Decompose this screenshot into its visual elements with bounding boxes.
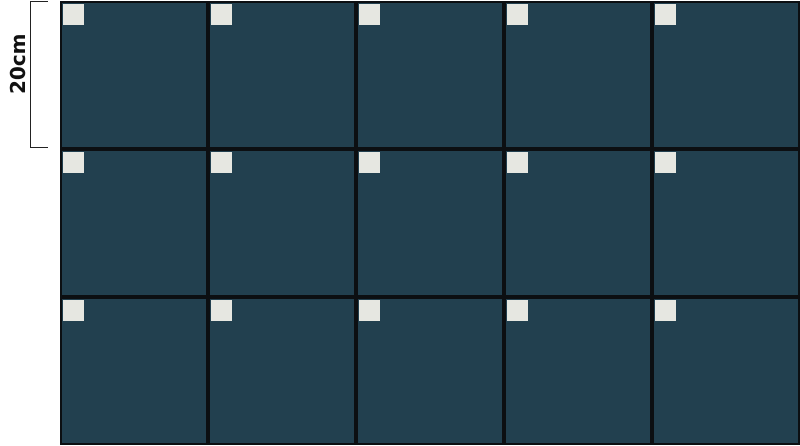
tile bbox=[356, 297, 504, 445]
tile bbox=[208, 1, 356, 149]
tile-marker bbox=[359, 152, 380, 173]
tile-grid bbox=[60, 1, 800, 446]
tile-marker bbox=[211, 4, 232, 25]
tile-marker bbox=[655, 300, 676, 321]
tile bbox=[652, 1, 800, 149]
tile bbox=[60, 149, 208, 297]
tile bbox=[208, 297, 356, 445]
tile-marker bbox=[211, 300, 232, 321]
tile-marker bbox=[211, 152, 232, 173]
tile bbox=[504, 149, 652, 297]
tile-marker bbox=[359, 4, 380, 25]
tile bbox=[208, 149, 356, 297]
tile-marker bbox=[63, 152, 84, 173]
scale-bracket bbox=[30, 1, 48, 148]
tile bbox=[60, 1, 208, 149]
tile-marker bbox=[359, 300, 380, 321]
tile-marker bbox=[507, 152, 528, 173]
tile-marker bbox=[507, 4, 528, 25]
tile bbox=[504, 297, 652, 445]
tile-marker bbox=[655, 152, 676, 173]
tile-marker bbox=[63, 300, 84, 321]
tile bbox=[652, 149, 800, 297]
tile bbox=[356, 1, 504, 149]
tile-marker bbox=[507, 300, 528, 321]
tile-marker bbox=[655, 4, 676, 25]
tile-marker bbox=[63, 4, 84, 25]
tile bbox=[60, 297, 208, 445]
scale-label: 20cm bbox=[6, 33, 30, 94]
tile bbox=[504, 1, 652, 149]
tile bbox=[356, 149, 504, 297]
tile bbox=[652, 297, 800, 445]
